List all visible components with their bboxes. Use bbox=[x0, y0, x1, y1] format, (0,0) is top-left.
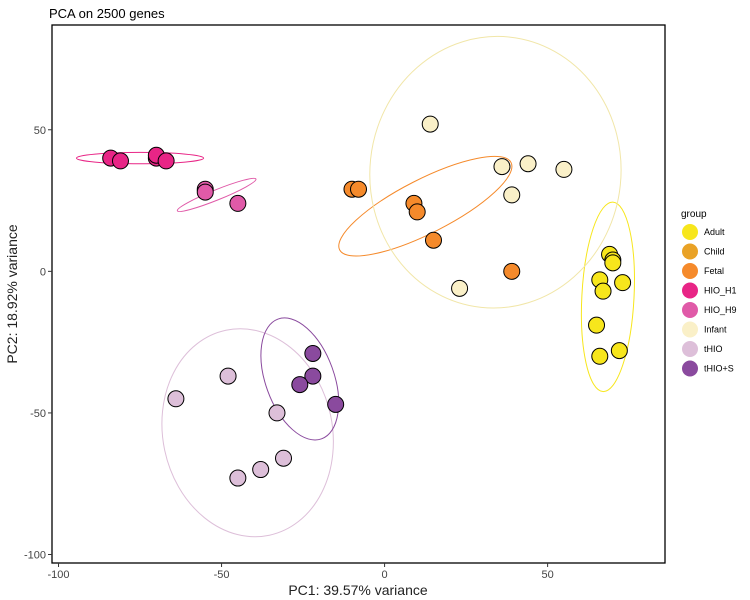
point-hio-h1 bbox=[157, 152, 175, 170]
point-infant bbox=[493, 158, 511, 176]
point-thio bbox=[268, 404, 286, 422]
legend-key-hio-h1 bbox=[682, 282, 698, 299]
ellipse-infant bbox=[369, 35, 622, 309]
legend-label-hio-h1: HIO_H1 bbox=[704, 286, 737, 296]
point-adult bbox=[588, 316, 606, 334]
y-tick-label: 0 bbox=[40, 266, 46, 278]
y-axis: -100 -50 0 50 bbox=[24, 125, 52, 562]
point-fetal bbox=[350, 180, 367, 198]
x-axis: -100 -50 0 50 bbox=[48, 563, 554, 581]
y-axis-label: PC2: 18.92% variance bbox=[4, 224, 20, 364]
legend-label-adult: Adult bbox=[704, 227, 725, 237]
ellipse-thio-pluss bbox=[260, 317, 340, 441]
point-adult bbox=[614, 274, 632, 292]
point-infant bbox=[503, 186, 521, 204]
x-tick-label: -100 bbox=[48, 569, 70, 581]
point-hio-h9 bbox=[196, 183, 214, 201]
legend: group Adult Child Fetal HIO_H1 HIO_H9 Infant t… bbox=[681, 209, 737, 377]
ellipses-layer bbox=[75, 35, 635, 538]
y-tick-label: 50 bbox=[34, 125, 46, 137]
point-infant bbox=[555, 160, 573, 178]
legend-label-hio-h9: HIO_H9 bbox=[704, 305, 737, 315]
point-thio bbox=[219, 367, 237, 385]
points-layer bbox=[102, 115, 632, 487]
point-thio-pluss bbox=[304, 344, 322, 362]
point-infant bbox=[519, 155, 537, 173]
legend-title: group bbox=[681, 209, 707, 220]
point-thio bbox=[252, 461, 270, 479]
ellipse-hio-h9 bbox=[176, 177, 257, 212]
legend-key-thio bbox=[682, 341, 698, 357]
legend-key-child bbox=[682, 243, 698, 260]
point-adult bbox=[591, 347, 609, 365]
point-infant bbox=[451, 279, 469, 297]
legend-key-thio-pluss bbox=[682, 360, 698, 377]
point-thio-pluss bbox=[304, 367, 322, 385]
chart-title: PCA on 2500 genes bbox=[49, 6, 165, 21]
ellipse-fetal bbox=[338, 155, 513, 257]
ellipse-thio bbox=[161, 328, 334, 538]
ellipse-hio-h1 bbox=[75, 151, 205, 165]
point-fetal bbox=[408, 203, 426, 221]
point-infant bbox=[421, 115, 439, 133]
plot-panel bbox=[51, 24, 666, 564]
point-thio-pluss bbox=[291, 376, 309, 394]
point-adult bbox=[610, 342, 628, 360]
point-hio-h9 bbox=[229, 194, 247, 212]
legend-label-infant: Infant bbox=[704, 325, 727, 335]
point-adult bbox=[594, 282, 612, 300]
legend-key-adult bbox=[682, 224, 698, 240]
x-tick-label: 0 bbox=[382, 569, 388, 581]
point-thio bbox=[167, 390, 185, 408]
point-thio-pluss bbox=[327, 395, 345, 413]
x-axis-label: PC1: 39.57% variance bbox=[288, 582, 428, 598]
legend-key-hio-h9 bbox=[682, 302, 698, 318]
point-fetal bbox=[424, 231, 442, 249]
legend-label-thio: tHIO bbox=[704, 344, 723, 354]
point-thio bbox=[275, 449, 293, 467]
legend-label-thio-pluss: tHIO+S bbox=[704, 364, 734, 374]
point-hio-h1 bbox=[111, 152, 129, 170]
legend-label-child: Child bbox=[704, 247, 725, 257]
legend-key-infant bbox=[682, 321, 698, 338]
legend-label-fetal: Fetal bbox=[704, 266, 724, 276]
legend-key-fetal bbox=[682, 263, 698, 279]
ellipse-adult bbox=[580, 201, 635, 393]
x-tick-label: 50 bbox=[541, 569, 553, 581]
x-tick-label: -50 bbox=[214, 569, 230, 581]
point-adult bbox=[604, 254, 622, 272]
y-tick-label: -50 bbox=[30, 408, 46, 420]
point-thio bbox=[229, 469, 247, 487]
y-tick-label: -100 bbox=[24, 550, 46, 562]
point-fetal bbox=[503, 262, 521, 280]
